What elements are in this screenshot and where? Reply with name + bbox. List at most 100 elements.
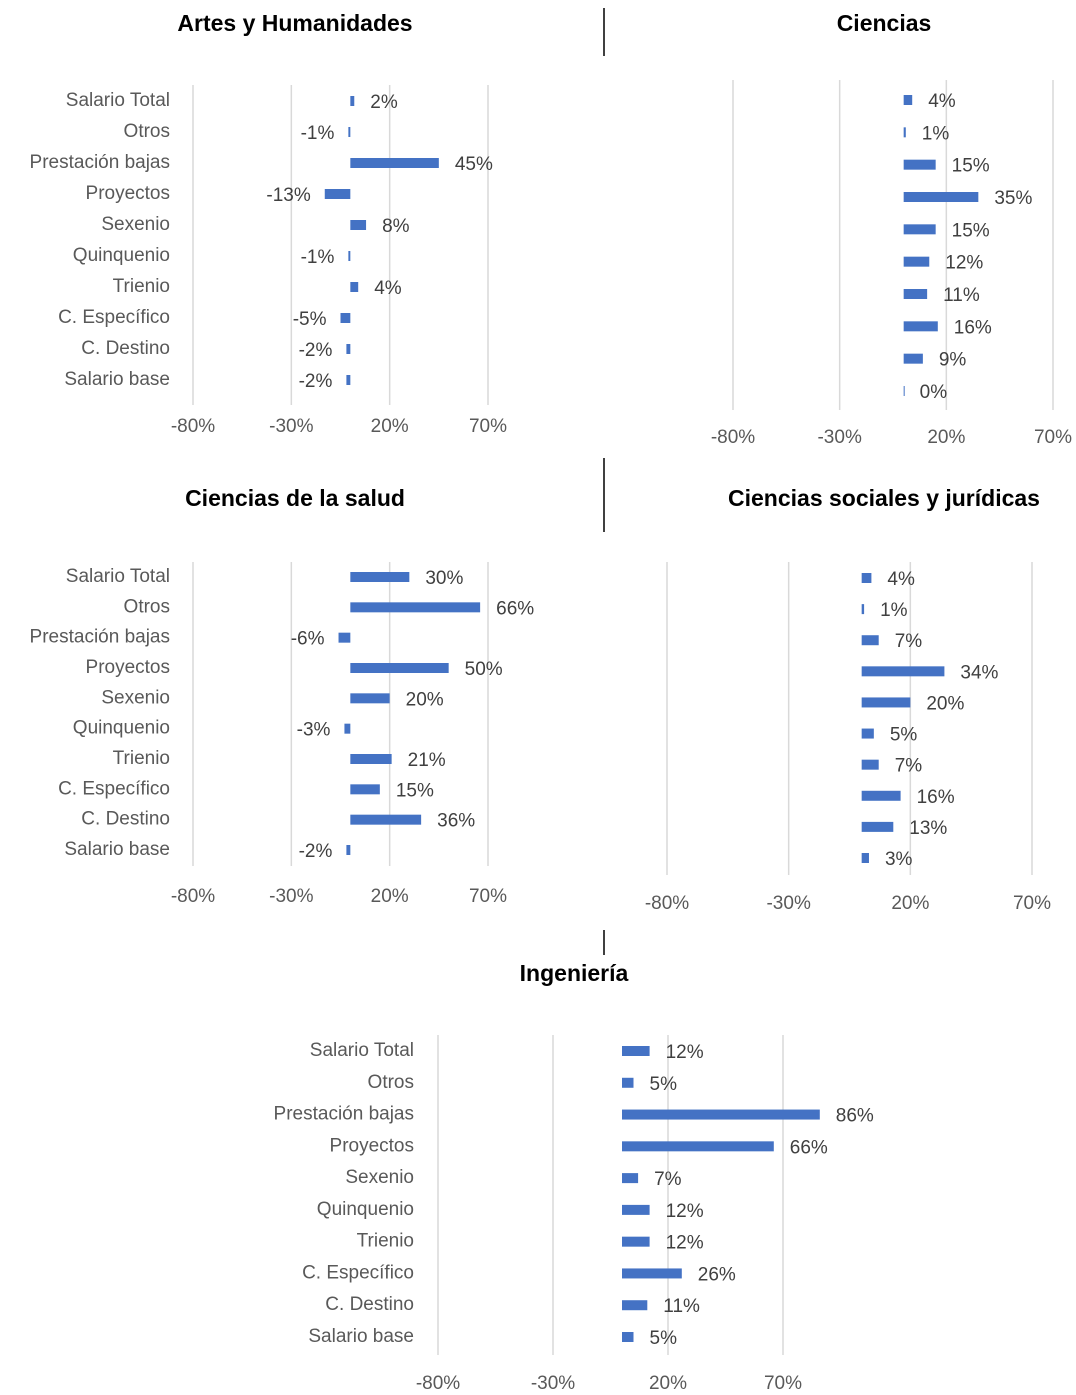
bar (350, 693, 390, 704)
bar (350, 663, 449, 673)
bar (903, 353, 923, 364)
value-label: 20% (406, 689, 444, 710)
x-tick-label: -80% (645, 893, 689, 914)
y-tick-label: Sexenio (101, 687, 170, 708)
y-tick-label: Salario Total (66, 90, 170, 111)
x-tick-label: -30% (817, 427, 861, 448)
y-tick-label: Quinquenio (73, 245, 170, 266)
bar (861, 728, 874, 739)
bar (346, 845, 351, 855)
bar (903, 127, 906, 138)
bar (346, 375, 351, 385)
bar (350, 220, 367, 230)
value-label: 5% (650, 1074, 678, 1095)
y-tick-label: Prestación bajas (30, 152, 170, 173)
x-tick-label: 70% (1013, 893, 1051, 914)
bar (861, 853, 869, 863)
x-tick-label: -30% (766, 893, 810, 914)
value-label: 11% (663, 1296, 700, 1317)
value-label: -2% (299, 340, 333, 361)
value-label: -13% (266, 185, 310, 206)
value-label: 7% (895, 631, 923, 652)
value-label: 12% (945, 253, 983, 274)
x-tick-label: -80% (416, 1373, 460, 1394)
bar (622, 1236, 650, 1247)
bar (622, 1046, 650, 1056)
value-label: 26% (698, 1264, 736, 1285)
bar (350, 784, 380, 795)
value-label: 35% (994, 188, 1032, 209)
value-label: 16% (954, 317, 992, 338)
bar (324, 189, 351, 199)
value-label: 2% (370, 92, 398, 113)
y-tick-label: C. Específico (58, 307, 170, 328)
x-tick-label: -80% (711, 427, 755, 448)
bar (622, 1109, 820, 1120)
value-label: -5% (293, 309, 327, 330)
value-label: 66% (496, 598, 534, 619)
y-tick-label: Otros (124, 121, 170, 142)
bar (350, 814, 422, 825)
bar (622, 1332, 634, 1342)
bar (350, 96, 355, 106)
value-label: 7% (895, 756, 923, 777)
bar (903, 95, 913, 105)
bar (861, 635, 879, 646)
chart-title: Ingeniería (520, 960, 629, 986)
x-tick-label: 20% (649, 1373, 687, 1394)
value-label: 12% (666, 1042, 704, 1063)
x-tick-label: 20% (371, 886, 409, 907)
value-label: 20% (926, 693, 964, 714)
x-tick-label: 20% (371, 416, 409, 437)
y-tick-label: C. Destino (81, 338, 170, 359)
y-tick-label: Quinquenio (73, 718, 170, 739)
value-label: 0% (920, 382, 948, 403)
y-tick-label: Sexenio (345, 1167, 414, 1188)
x-tick-label: 70% (764, 1373, 802, 1394)
x-tick-label: 70% (469, 416, 507, 437)
bar (903, 192, 979, 202)
bar (350, 282, 359, 292)
bar (861, 604, 865, 615)
bar (344, 723, 351, 734)
x-tick-label: -80% (171, 416, 215, 437)
y-tick-label: Trienio (357, 1231, 414, 1252)
value-label: -1% (301, 123, 335, 144)
x-tick-label: 70% (469, 886, 507, 907)
y-tick-label: Salario base (64, 369, 170, 390)
y-tick-label: C. Específico (58, 778, 170, 799)
value-label: 50% (465, 659, 503, 680)
bar (622, 1300, 648, 1311)
y-tick-label: Salario Total (66, 566, 170, 587)
value-label: -3% (297, 720, 331, 741)
y-tick-label: Trienio (113, 748, 170, 769)
bar (903, 224, 936, 235)
value-label: 4% (887, 569, 915, 590)
x-tick-label: -30% (269, 416, 313, 437)
y-tick-label: Salario base (308, 1326, 414, 1347)
bar (861, 573, 872, 583)
value-label: 5% (650, 1328, 678, 1349)
chart-title: Ciencias de la salud (185, 485, 405, 511)
y-tick-label: C. Específico (302, 1262, 414, 1283)
value-label: 15% (396, 780, 434, 801)
bar (861, 697, 911, 708)
value-label: 7% (654, 1169, 682, 1190)
value-label: 11% (943, 285, 980, 306)
bar (622, 1077, 634, 1088)
bar (350, 602, 481, 613)
bar (622, 1141, 774, 1152)
value-label: 13% (909, 818, 947, 839)
bar (903, 159, 936, 170)
bar (346, 344, 351, 354)
bar (350, 754, 392, 764)
y-tick-label: C. Destino (325, 1294, 414, 1315)
value-label: 16% (917, 787, 955, 808)
value-label: 4% (928, 91, 956, 112)
value-label: 3% (885, 849, 913, 870)
value-label: -2% (299, 371, 333, 392)
value-label: -6% (291, 629, 325, 650)
y-tick-label: Proyectos (330, 1135, 414, 1156)
bar (861, 821, 894, 832)
